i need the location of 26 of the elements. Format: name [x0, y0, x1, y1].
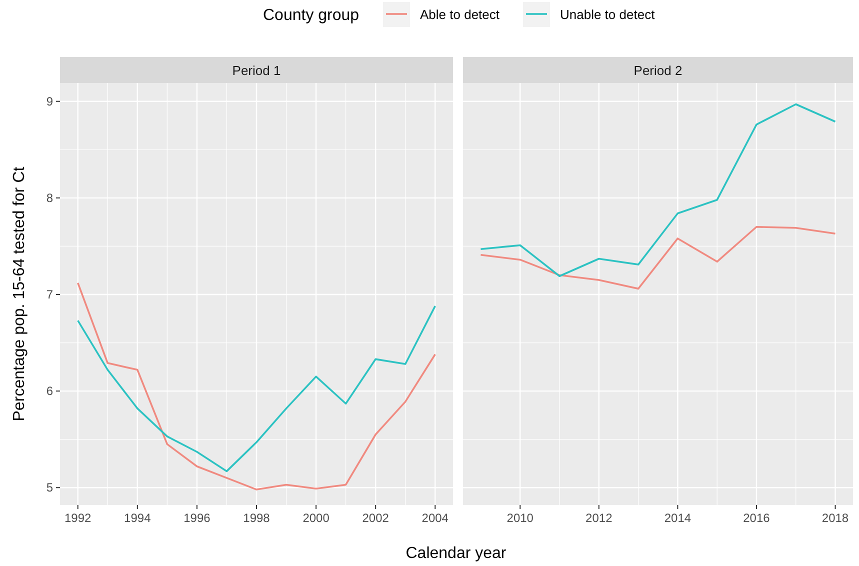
x-tick-label: 1992: [64, 511, 92, 525]
x-tick-label: 2014: [664, 511, 692, 525]
line-series: [76, 282, 436, 490]
y-axis-title: Percentage pop. 15-64 tested for Ct: [11, 166, 28, 422]
x-tick-label: 2002: [362, 511, 390, 525]
x-tick-label: 1998: [243, 511, 270, 525]
legend-label: Able to detect: [420, 7, 500, 22]
y-tick-label: 5: [46, 480, 54, 495]
chart-title: Period 1: [232, 63, 281, 78]
y-tick-label: 8: [46, 190, 54, 205]
chart-title: Period 2: [634, 63, 682, 78]
x-tick-label: 2004: [422, 511, 449, 525]
y-tick-label: 6: [46, 384, 54, 398]
line-series: [76, 305, 436, 472]
x-tick-label: 1996: [184, 511, 211, 525]
y-tick-label: 9: [46, 94, 54, 108]
x-axis-title: Calendar year: [406, 545, 507, 562]
x-tick-label: 2018: [822, 511, 849, 525]
y-tick-label: 7: [46, 287, 54, 302]
x-tick-label: 1994: [124, 511, 152, 525]
x-tick-label: 2010: [506, 511, 534, 525]
x-tick-label: 2016: [743, 511, 770, 525]
x-tick-label: 2000: [302, 511, 330, 525]
legend-title: County group: [263, 7, 360, 24]
x-tick-label: 2012: [586, 511, 613, 525]
legend-label: Unable to detect: [560, 7, 656, 22]
